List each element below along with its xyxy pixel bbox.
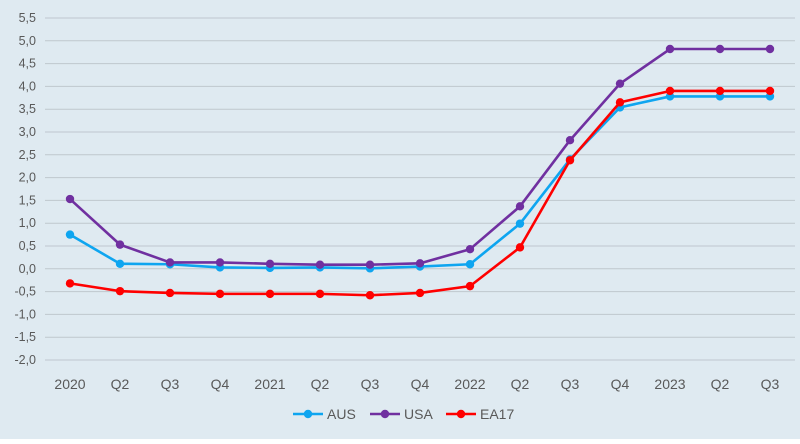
y-tick-label: 2,0 <box>19 171 36 185</box>
data-point-ea17 <box>415 288 425 298</box>
y-tick-label: 3,5 <box>19 102 36 116</box>
y-tick-label: -0,5 <box>14 285 36 299</box>
y-tick-label: -1,0 <box>14 307 36 321</box>
data-point-ea17 <box>165 288 175 298</box>
data-point-ea17 <box>615 98 625 107</box>
data-point-ea17 <box>565 156 575 165</box>
data-point-ea17 <box>215 289 225 299</box>
data-point-usa <box>515 202 525 211</box>
series-lines <box>65 44 775 300</box>
data-point-ea17 <box>315 289 325 299</box>
data-point-aus <box>115 259 125 268</box>
x-tick-label: Q2 <box>511 376 530 392</box>
y-tick-label: 3,0 <box>19 125 36 139</box>
y-tick-label: 5,0 <box>19 34 36 48</box>
x-tick-label: Q4 <box>411 376 430 392</box>
x-tick-label: Q2 <box>711 376 730 392</box>
x-tick-label: Q2 <box>311 376 330 392</box>
data-point-ea17 <box>515 243 525 252</box>
data-point-usa <box>665 44 675 54</box>
data-point-ea17 <box>665 86 675 96</box>
x-axis-tick-labels: 2020 Q2 Q3 Q4 2021 Q2 Q3 Q4 2022 Q2 Q3 Q4 2023 Q2 Q3 <box>54 376 779 392</box>
legend: AUS USA EA17 <box>293 406 514 422</box>
data-point-usa <box>715 44 725 54</box>
data-point-usa <box>115 240 125 249</box>
x-tick-label: Q4 <box>611 376 630 392</box>
data-point-ea17 <box>365 291 375 300</box>
data-point-usa <box>215 258 225 267</box>
data-point-usa <box>365 260 375 269</box>
legend-marker-aus <box>303 409 313 419</box>
data-point-usa <box>165 258 175 267</box>
y-tick-label: 2,5 <box>19 148 36 162</box>
y-tick-label: 0,0 <box>19 262 36 276</box>
x-tick-label: Q3 <box>161 376 180 392</box>
data-point-usa <box>615 79 625 88</box>
x-tick-label: Q3 <box>761 376 780 392</box>
y-tick-label: 5,5 <box>19 11 36 25</box>
data-point-usa <box>265 259 275 268</box>
x-tick-label: 2020 <box>54 376 85 392</box>
data-point-aus <box>65 230 75 239</box>
y-tick-label: 0,5 <box>19 239 36 253</box>
x-tick-label: 2022 <box>454 376 485 392</box>
data-point-aus <box>515 219 525 228</box>
data-point-ea17 <box>715 86 725 96</box>
x-tick-label: 2021 <box>254 376 285 392</box>
data-point-ea17 <box>65 279 75 288</box>
y-tick-label: -1,5 <box>14 330 36 344</box>
legend-label-aus: AUS <box>327 406 356 422</box>
data-point-aus <box>465 260 475 269</box>
data-point-usa <box>465 244 475 254</box>
legend-label-usa: USA <box>404 406 433 422</box>
data-point-usa <box>315 260 325 269</box>
y-tick-label: -2,0 <box>14 353 36 367</box>
data-point-usa <box>65 194 75 204</box>
data-point-ea17 <box>265 289 275 299</box>
x-tick-label: Q3 <box>361 376 380 392</box>
y-tick-label: 4,5 <box>19 57 36 71</box>
y-tick-label: 4,0 <box>19 79 36 93</box>
data-point-ea17 <box>115 286 125 296</box>
legend-marker-ea17 <box>456 409 466 419</box>
data-point-usa <box>565 136 575 145</box>
y-tick-label: 1,0 <box>19 216 36 230</box>
x-tick-label: Q3 <box>561 376 580 392</box>
x-tick-label: 2023 <box>654 376 685 392</box>
legend-marker-usa <box>380 409 390 419</box>
x-tick-label: Q2 <box>111 376 130 392</box>
y-tick-label: 1,5 <box>19 193 36 207</box>
data-point-ea17 <box>765 86 775 96</box>
x-tick-label: Q4 <box>211 376 230 392</box>
data-point-ea17 <box>465 281 475 291</box>
data-point-usa <box>765 44 775 54</box>
y-axis-tick-labels: 5,5 5,0 4,5 4,0 3,5 3,0 2,5 2,0 1,5 1,0 0,5 0,0 -0,5… <box>14 11 36 367</box>
data-point-usa <box>415 259 425 268</box>
legend-label-ea17: EA17 <box>480 406 514 422</box>
